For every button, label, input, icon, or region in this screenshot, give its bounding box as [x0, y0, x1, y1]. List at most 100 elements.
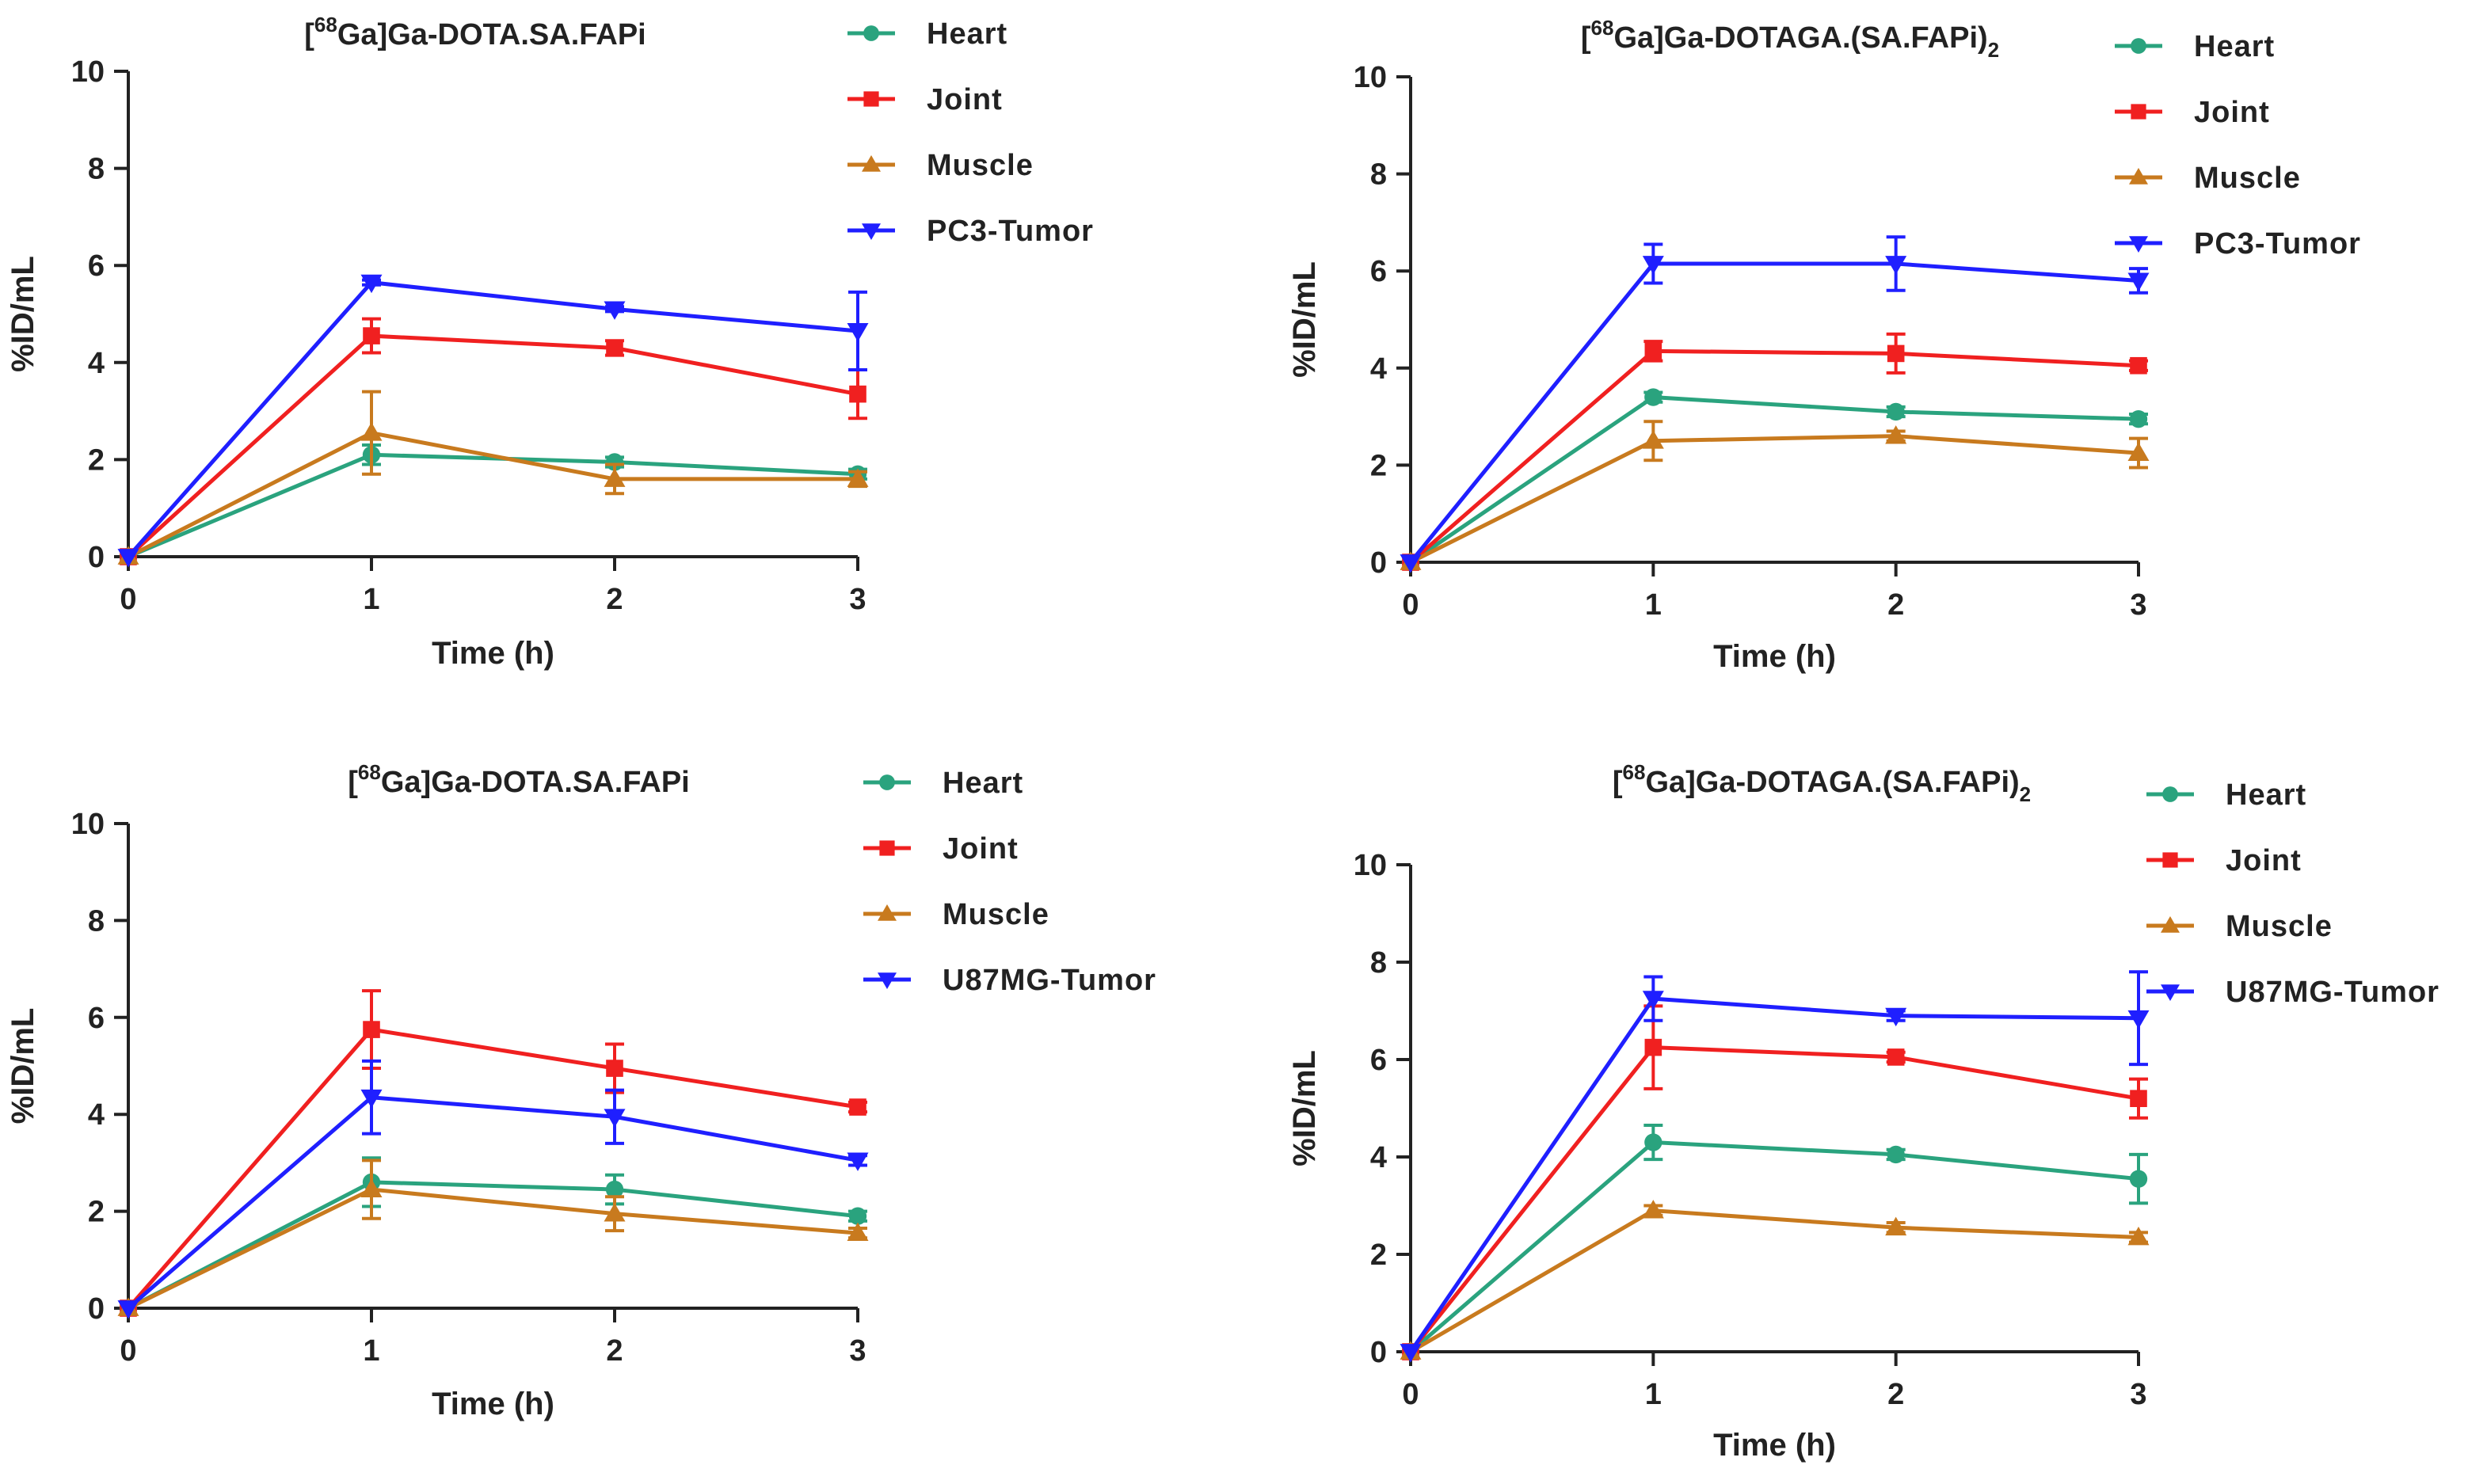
y-axis-title: %ID/mL	[6, 256, 40, 372]
series-line	[127, 1187, 859, 1311]
legend-label: Heart	[943, 767, 1023, 800]
legend-label: Muscle	[2194, 162, 2301, 195]
data-point	[1400, 554, 1422, 573]
data-point	[360, 422, 383, 441]
title-prefix: [	[304, 18, 314, 51]
series-u87mg-tumor	[1400, 970, 2150, 1363]
series-muscle	[1400, 420, 2150, 570]
data-point	[847, 1152, 869, 1171]
y-tick-label: 0	[88, 541, 105, 574]
series-line	[1408, 996, 2139, 1353]
legend-label: Muscle	[943, 898, 1049, 931]
data-point	[847, 1222, 869, 1242]
data-point	[848, 1207, 867, 1225]
y-tick-label: 2	[1370, 449, 1387, 482]
legend-swatch-marker	[878, 972, 897, 989]
series-line	[1409, 434, 2139, 565]
data-point	[1887, 1145, 1905, 1164]
y-tick-label: 6	[1370, 1044, 1387, 1077]
legend-label: Joint	[943, 832, 1019, 866]
x-tick-label: 0	[120, 583, 136, 616]
data-point	[2127, 442, 2150, 461]
legend-swatch-marker	[2162, 786, 2178, 802]
data-point	[849, 385, 866, 403]
y-tick-label: 0	[1370, 1336, 1387, 1369]
title-main: Ga]Ga-DOTAGA.(SA.FAPi)	[1613, 21, 1987, 55]
data-point	[360, 1089, 383, 1109]
x-tick-label: 2	[1887, 588, 1904, 622]
chart-title: [68Ga]Ga-DOTAGA.(SA.FAPi)2	[1581, 16, 1999, 62]
series-line	[127, 431, 858, 559]
x-tick-label: 3	[2130, 1378, 2146, 1411]
data-point	[1642, 256, 1664, 275]
title-prefix: [	[1613, 766, 1623, 799]
data-point	[1642, 1200, 1664, 1219]
series-line	[1409, 395, 2139, 565]
title-main: Ga]Ga-DOTA.SA.FAPi	[337, 18, 646, 51]
title-superscript: 68	[358, 760, 381, 784]
legend-label: U87MG-Tumor	[943, 964, 1156, 997]
title-superscript: 68	[1591, 16, 1614, 40]
legend-swatch-marker	[863, 25, 879, 41]
data-point	[1885, 425, 1907, 444]
chart-title: [68Ga]Ga-DOTA.SA.FAPi	[304, 13, 646, 51]
data-point	[1887, 402, 1905, 421]
y-tick-label: 0	[1370, 546, 1387, 580]
data-point	[117, 549, 139, 568]
title-subscript: 2	[1988, 38, 1999, 62]
series-heart	[119, 1156, 867, 1318]
y-tick-label: 0	[88, 1292, 105, 1326]
data-point	[2129, 410, 2148, 428]
legend-label: U87MG-Tumor	[2226, 976, 2439, 1009]
legend-swatch-marker	[862, 155, 881, 172]
title-prefix: [	[1581, 21, 1591, 55]
series-muscle	[117, 1159, 869, 1316]
x-tick-label: 2	[606, 583, 623, 616]
data-point	[1887, 344, 1905, 363]
y-tick-label: 10	[1354, 849, 1387, 882]
data-point	[1885, 1216, 1907, 1236]
y-tick-label: 6	[88, 1002, 105, 1035]
y-tick-label: 2	[88, 443, 105, 477]
legend-label: Heart	[2226, 778, 2306, 812]
title-superscript: 68	[314, 13, 337, 36]
series-pc3-tumor	[117, 274, 869, 568]
chart-title: [68Ga]Ga-DOTAGA.(SA.FAPi)2	[1613, 760, 2031, 806]
data-point	[849, 1098, 866, 1116]
series-line	[1409, 261, 2139, 564]
y-tick-label: 2	[88, 1196, 105, 1229]
y-tick-label: 4	[1370, 352, 1387, 386]
x-tick-label: 2	[1887, 1378, 1904, 1411]
legend-swatch-marker	[878, 904, 897, 921]
y-axis-title: %ID/mL	[1287, 1050, 1322, 1166]
data-point	[1887, 1048, 1905, 1066]
data-point	[360, 1178, 383, 1197]
x-axis-title: Time (h)	[1713, 1428, 1836, 1463]
x-tick-label: 0	[1402, 1378, 1419, 1411]
series-joint	[120, 989, 867, 1317]
data-point	[2130, 1090, 2147, 1107]
data-point	[604, 468, 626, 487]
legend-swatch-marker	[879, 774, 895, 790]
y-tick-label: 6	[1370, 255, 1387, 288]
legend-label: Heart	[927, 17, 1007, 51]
y-tick-label: 4	[1370, 1141, 1387, 1174]
data-point	[2129, 1170, 2148, 1188]
legend-swatch-marker	[862, 223, 881, 240]
legend-swatch-marker	[879, 840, 895, 856]
series-line	[127, 333, 859, 558]
y-axis-title: %ID/mL	[6, 1008, 40, 1124]
title-prefix: [	[348, 766, 358, 799]
y-tick-label: 8	[88, 153, 105, 186]
legend-swatch-marker	[2161, 916, 2180, 933]
series-joint	[1402, 1004, 2148, 1360]
series-u87mg-tumor	[117, 1059, 869, 1319]
y-tick-label: 4	[88, 1098, 105, 1132]
legend-swatch-marker	[2162, 852, 2178, 868]
legend-swatch-marker	[2161, 984, 2180, 1001]
data-point	[117, 1300, 139, 1319]
legend-label: PC3-Tumor	[2194, 227, 2361, 261]
